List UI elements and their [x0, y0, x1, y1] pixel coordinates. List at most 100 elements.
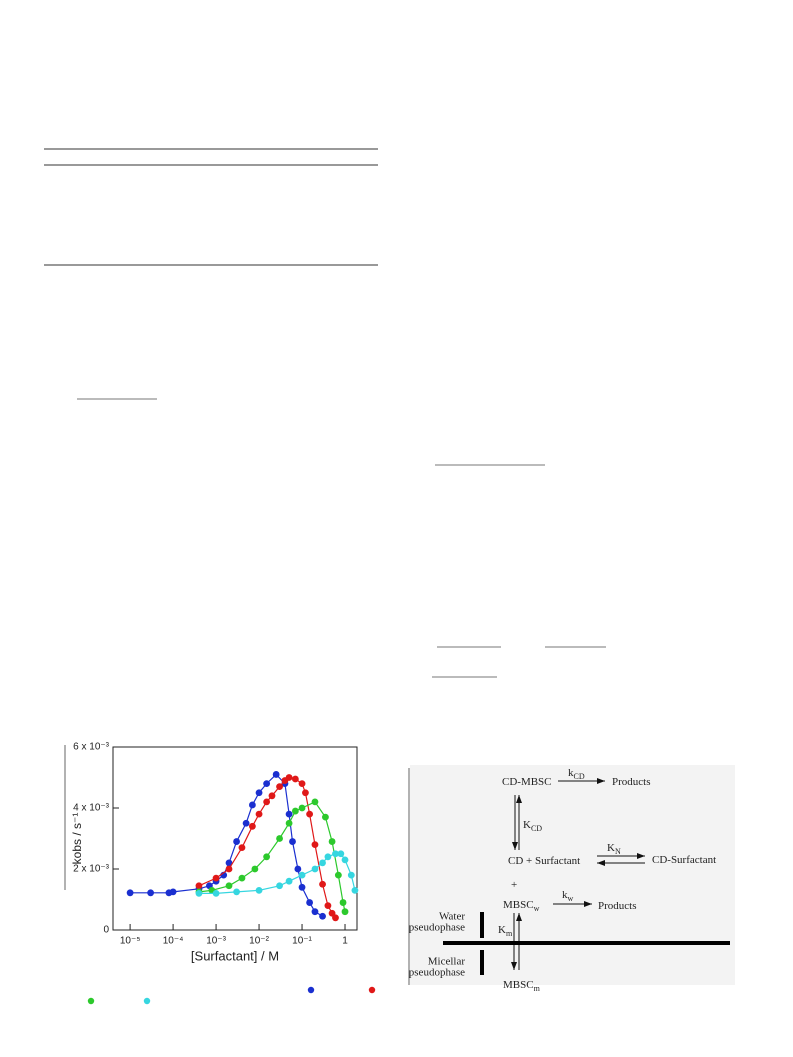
data-point [238, 844, 246, 852]
scheme-label: MBSCm [503, 979, 541, 993]
data-point [248, 822, 256, 830]
data-point [285, 819, 293, 827]
y-tick-label: 6 x 10⁻³ [73, 742, 110, 753]
data-point [233, 838, 240, 845]
legend-marker [368, 986, 376, 994]
y-tick-label: 4 x 10⁻³ [73, 803, 110, 814]
scheme-label: Km [498, 924, 513, 938]
y-tick-label: 0 [103, 925, 109, 936]
label-text: CD-Surfactant [652, 854, 716, 866]
x-tick-label: 10⁻³ [206, 936, 226, 947]
data-point [242, 819, 250, 827]
label-text: MBSC [503, 979, 534, 991]
scheme-label: MBSCw [503, 899, 540, 913]
data-point [263, 780, 271, 787]
data-point [339, 899, 347, 906]
data-point [319, 880, 326, 888]
scheme-label: CD + Surfactant [508, 855, 580, 867]
legend-marker [307, 986, 315, 994]
data-point [298, 871, 306, 879]
series-line [130, 773, 323, 917]
data-point [328, 838, 336, 845]
data-point [334, 871, 342, 879]
data-point [263, 798, 271, 806]
data-point [147, 889, 155, 897]
data-point [238, 874, 246, 882]
data-point [298, 780, 306, 787]
label-subscript: CD [531, 824, 542, 833]
data-point [285, 810, 293, 818]
scheme-label: pseudophase [409, 967, 465, 979]
data-point [311, 841, 319, 848]
data-point [276, 783, 283, 791]
data-point [225, 865, 233, 873]
label-subscript: w [568, 894, 574, 903]
data-point [225, 859, 233, 867]
label-text: CD + Surfactant [508, 855, 580, 867]
data-point [126, 889, 134, 897]
data-point [195, 890, 203, 897]
data-point [306, 899, 314, 906]
data-point [319, 859, 326, 867]
legend-marker [143, 997, 151, 1005]
scheme-label: KCD [523, 819, 542, 833]
phase-bar [480, 950, 484, 975]
data-point [311, 865, 319, 873]
label-text: CD-MBSC [502, 776, 552, 788]
data-point [332, 850, 339, 858]
label-text: + [511, 879, 517, 891]
scheme-label: kCD [568, 767, 585, 781]
data-point [289, 838, 296, 845]
data-point [285, 774, 293, 781]
label-subscript: m [534, 984, 541, 993]
data-point [272, 771, 280, 778]
data-point [276, 882, 283, 890]
scheme-label: Products [612, 776, 651, 788]
data-point [248, 801, 256, 809]
data-point [311, 798, 319, 806]
data-point [324, 902, 332, 909]
data-point [341, 908, 349, 916]
data-point [324, 853, 332, 861]
data-point [351, 886, 359, 894]
scheme-label: Products [598, 900, 637, 912]
data-point [212, 874, 220, 882]
x-axis-label: [Surfactant] / M [191, 948, 279, 963]
label-subscript: N [615, 847, 621, 856]
label-subscript: CD [574, 772, 585, 781]
scheme-label: pseudophase [409, 922, 465, 934]
label-text: MBSC [503, 899, 534, 911]
x-tick-label: 10⁻² [249, 936, 269, 947]
data-point [285, 877, 293, 885]
data-point [337, 850, 345, 858]
data-point [347, 871, 355, 879]
data-point [298, 883, 306, 891]
label-text: K [607, 842, 615, 854]
data-point [306, 810, 314, 818]
data-point [268, 792, 276, 800]
chart: 10⁻⁵ 10⁻⁴ 10⁻³ 10⁻² 10⁻¹ 1 0 2 x 10⁻³ 4 x 10⁻³ 6 … [70, 742, 376, 1005]
data-point [319, 912, 326, 920]
y-axis-label: kobs / s⁻¹ [70, 813, 84, 865]
data-point [298, 804, 306, 812]
scheme-label: KN [607, 842, 621, 856]
data-point [291, 807, 299, 815]
series-line [198, 801, 346, 912]
data-point [212, 890, 220, 897]
label-text: k [568, 767, 574, 779]
x-tick-label: 10⁻⁴ [163, 936, 184, 947]
data-point [276, 835, 283, 842]
data-point [294, 865, 302, 873]
label-text: k [562, 889, 568, 901]
scheme-label: Micellar [428, 956, 466, 968]
rules [44, 148, 606, 985]
scheme-label: CD-MBSC [502, 776, 552, 788]
data-point [291, 775, 299, 783]
label-text: K [523, 819, 531, 831]
plot-frame [112, 746, 358, 931]
data-point [169, 888, 177, 896]
data-point [311, 908, 319, 916]
label-text: Products [612, 776, 651, 788]
x-tick-label: 10⁻⁵ [120, 936, 141, 947]
